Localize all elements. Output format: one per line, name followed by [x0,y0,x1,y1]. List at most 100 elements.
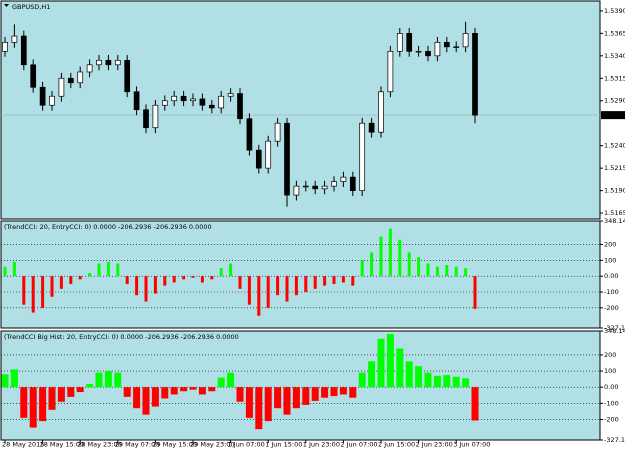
histogram-bar [415,366,423,388]
candle-body [265,140,272,169]
histogram-bar [210,276,214,280]
candle-body [312,185,319,190]
candle-body [218,95,225,109]
histogram-bar [3,266,7,277]
histogram-bar [238,276,242,289]
histogram-bar [10,369,18,388]
candle-body [171,95,178,102]
histogram-bar [247,276,251,305]
candle-body [114,59,121,66]
candle-body [67,77,74,84]
histogram-bar [368,361,376,388]
last-price-box [601,111,625,120]
x-tick-label: 29 May 15:00 [152,441,197,449]
histogram-bar [370,252,374,277]
histogram-bar [313,276,317,289]
y-tick-label: -327.158 [604,324,625,332]
candle-body [302,185,309,188]
panel-title: (TrendCCI Big Hist: 20, EntryCCI: 0) 0.0… [4,333,239,341]
x-tick-label: 2 Jun 23:00 [416,441,453,449]
panel-title: GBPUSD,H1 [12,3,50,11]
histogram-bar [339,387,347,395]
histogram-bar [255,387,263,430]
y-tick-label: 1.5340 [604,52,625,60]
histogram-bar [426,263,430,277]
histogram-bar [396,348,404,388]
histogram-bar [78,276,82,280]
candle-body [58,77,65,97]
x-tick-label: 1 Jun 15:00 [265,441,302,449]
candle-body [331,181,337,187]
histogram-bar [86,383,94,388]
histogram-bar [358,372,366,388]
y-tick-label: 0.00 [604,272,618,280]
candle-body [161,100,168,106]
histogram-bar [1,374,9,388]
histogram-bar [417,257,421,277]
histogram-bar [104,371,112,388]
histogram-bar [41,276,45,308]
histogram-bar [464,268,468,277]
histogram-bar [189,387,197,390]
histogram-bar [200,276,204,283]
histogram-bar [172,276,176,283]
y-tick-label: 200 [604,351,616,359]
candle-body [255,149,262,169]
candle-body [2,41,8,52]
candle-body [86,64,93,73]
candle-body [246,118,253,151]
candle-body [425,50,431,57]
histogram-bar [360,260,364,277]
histogram-bar [304,276,308,293]
x-tick-label: 29 May 07:00 [115,441,160,449]
candle-body [340,176,347,182]
histogram-bar [264,387,272,422]
x-tick-label: 28 May 23:00 [77,441,122,449]
histogram-bar [398,239,402,277]
candle-body [359,122,366,191]
candle-body [472,32,478,116]
y-tick-label: 348.1456 [604,327,625,335]
histogram-bar [69,276,73,285]
panel [0,220,601,329]
histogram-bar [351,276,355,286]
histogram-bar [388,228,392,277]
candle-body [30,64,37,88]
histogram-bar [285,276,289,302]
histogram-bar [67,387,75,397]
candle-body [77,71,84,84]
y-tick-label: 200 [604,240,616,248]
candle-body [387,50,394,93]
candle-body [105,59,112,66]
histogram-bar [227,372,235,388]
histogram-bar [332,276,336,285]
histogram-bar [219,268,223,277]
histogram-bar [198,387,206,395]
histogram-bar [125,276,129,285]
y-tick-label: 1.5365 [604,29,625,37]
histogram-bar [106,261,110,277]
histogram-bar [302,387,310,405]
histogram-bar [142,387,150,415]
histogram-bar [161,387,169,399]
y-tick-label: -100 [604,288,619,296]
histogram-bar [323,276,327,286]
candle-body [453,46,460,48]
y-tick-label: 1.5215 [604,164,625,172]
candle-body [415,50,422,53]
histogram-bar [12,261,16,277]
histogram-bar [379,236,383,277]
candle-body [11,35,18,43]
candle-body [349,176,356,191]
y-tick-label: -327.158 [604,436,625,444]
y-tick-label: 1.5190 [604,187,625,195]
histogram-bar [266,276,270,308]
y-tick-label: 0.00 [604,383,618,391]
histogram-bar [321,387,329,398]
x-tick-label: 2 Jun 07:00 [340,441,377,449]
menu-icon [4,4,9,7]
histogram-bar [133,387,141,409]
y-tick-label: 100 [604,367,616,375]
y-tick-label: 1.5240 [604,142,625,150]
